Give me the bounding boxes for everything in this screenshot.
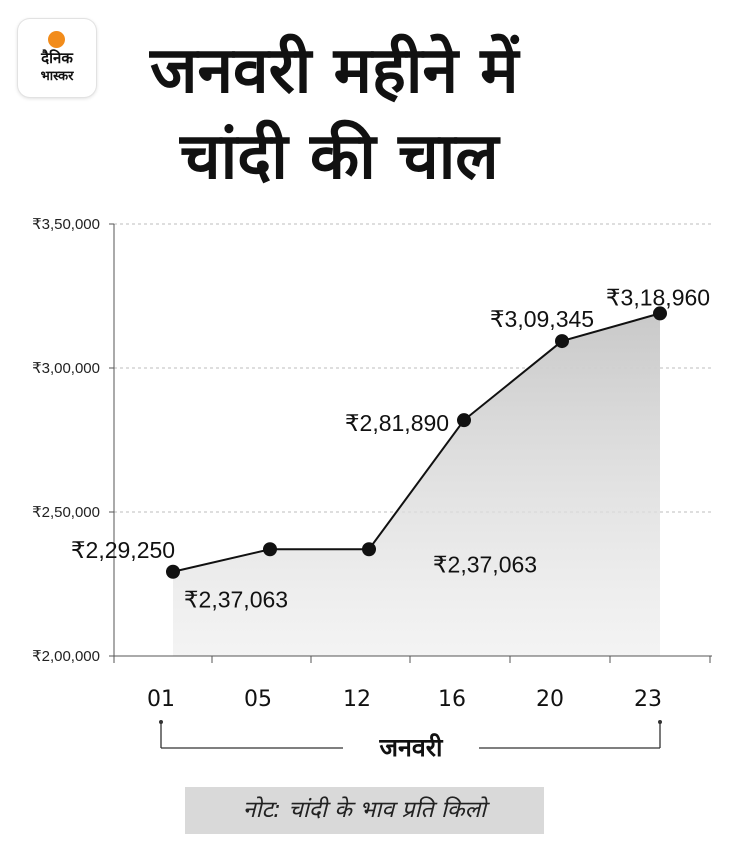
x-tick-label: 12 (343, 687, 371, 712)
page-title: जनवरी महीने में चांदी की चाल (150, 28, 710, 200)
data-point (653, 306, 667, 321)
logo-line-1: दैनिक (41, 49, 73, 67)
x-tick-label: 05 (244, 687, 272, 712)
data-point (555, 334, 569, 349)
logo-line-2: भास्कर (40, 69, 74, 84)
sun-icon (48, 31, 65, 48)
area-fill (173, 313, 660, 656)
x-tick-label: 01 (147, 687, 175, 712)
data-point (166, 564, 180, 579)
x-tick-label: 20 (536, 687, 564, 712)
data-label: ₹3,18,960 (606, 284, 710, 310)
data-label: ₹3,09,345 (490, 306, 594, 332)
y-tick-label: ₹2,00,000 (32, 648, 100, 665)
x-axis-title: जनवरी (343, 730, 479, 766)
x-tick-label: 23 (634, 687, 662, 712)
bracket-end-dot (658, 720, 662, 724)
data-point (263, 542, 277, 557)
y-tick-label: ₹2,50,000 (32, 504, 100, 521)
data-point (362, 542, 376, 557)
series-line (172, 312, 661, 573)
y-tick-label: ₹3,50,000 (32, 216, 100, 233)
data-label: ₹2,37,063 (184, 586, 288, 612)
data-point (457, 413, 471, 428)
data-label: ₹2,29,250 (71, 537, 175, 563)
data-label: ₹2,81,890 (345, 410, 449, 436)
data-label: ₹2,37,063 (433, 551, 537, 577)
bracket-end-dot (159, 720, 163, 724)
note-box: नोट: चांदी के भाव प्रति किलो (185, 787, 544, 834)
x-tick-label: 16 (438, 687, 466, 712)
y-tick-label: ₹3,00,000 (32, 360, 100, 377)
title-line-1: जनवरी महीने में (150, 34, 519, 108)
title-line-2: चांदी की चाल (180, 120, 499, 194)
dainik-bhaskar-logo: दैनिक भास्कर (18, 19, 96, 97)
